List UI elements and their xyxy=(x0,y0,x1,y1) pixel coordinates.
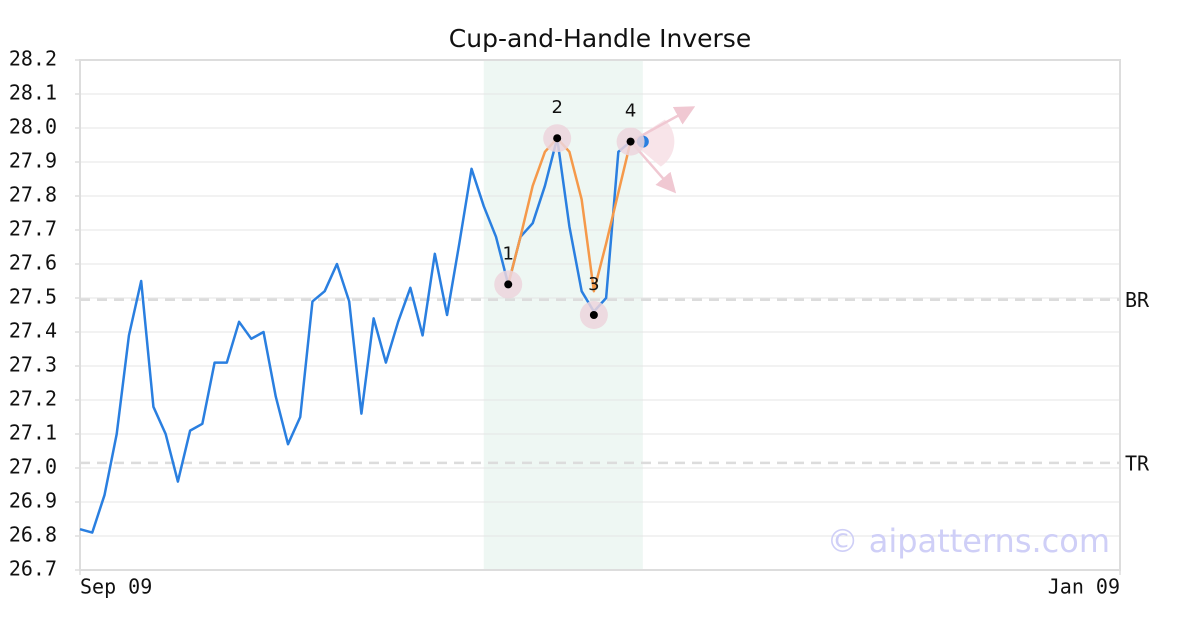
pattern-point xyxy=(504,280,513,289)
series-line xyxy=(507,136,632,293)
y-tick-label: 27.5 xyxy=(9,285,57,309)
y-tick-label: 27.3 xyxy=(9,353,57,377)
y-tick-label: 28.2 xyxy=(9,47,57,71)
watermark: © aipatterns.com xyxy=(827,522,1110,560)
x-tick-label: Jan 09 xyxy=(1048,575,1120,599)
y-tick-label: 27.2 xyxy=(9,387,57,411)
reference-label: TR xyxy=(1125,451,1150,475)
x-tick-label: Sep 09 xyxy=(80,575,152,599)
y-tick-label: 27.7 xyxy=(9,217,57,241)
plot-frame xyxy=(79,59,1121,571)
y-tick-label: 28.1 xyxy=(9,81,57,105)
pattern-label: 2 xyxy=(551,97,562,118)
pattern-label: 1 xyxy=(503,243,514,264)
chart-title: Cup-and-Handle Inverse xyxy=(449,24,751,53)
y-tick-label: 27.1 xyxy=(9,421,57,445)
reference-label: BR xyxy=(1125,288,1150,312)
y-tick-label: 26.9 xyxy=(9,489,57,513)
pattern-point xyxy=(589,311,598,319)
y-tick-label: 27.0 xyxy=(9,455,57,479)
y-tick-label: 28.0 xyxy=(9,115,57,139)
y-tick-label: 27.4 xyxy=(9,319,57,343)
y-tick-label: 26.7 xyxy=(9,557,57,581)
y-tick-label: 27.9 xyxy=(9,149,57,173)
series-line xyxy=(79,136,643,534)
y-tick-label: 27.8 xyxy=(9,183,57,207)
pattern-point xyxy=(626,137,635,146)
pattern-label: 4 xyxy=(625,101,636,122)
pattern-point xyxy=(553,134,562,143)
y-tick-label: 27.6 xyxy=(9,251,57,275)
pattern-label: 3 xyxy=(588,274,599,295)
y-tick-label: 26.8 xyxy=(9,523,57,547)
projection-wedge xyxy=(630,119,675,167)
